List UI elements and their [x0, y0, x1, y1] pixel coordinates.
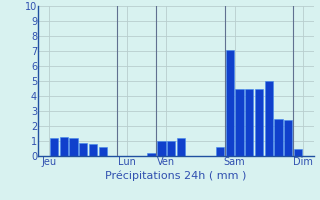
Bar [89, 144, 97, 156]
Bar [274, 118, 283, 156]
Bar [69, 138, 78, 156]
X-axis label: Précipitations 24h ( mm ): Précipitations 24h ( mm ) [105, 170, 247, 181]
Bar [255, 88, 263, 156]
Bar [148, 153, 156, 156]
Bar [50, 138, 58, 156]
Bar [235, 88, 244, 156]
Bar [167, 141, 175, 156]
Bar [157, 141, 165, 156]
Bar [79, 142, 87, 156]
Bar [294, 148, 302, 156]
Bar [284, 120, 292, 156]
Bar [99, 147, 107, 156]
Bar [265, 81, 273, 156]
Bar [60, 137, 68, 156]
Bar [245, 88, 253, 156]
Bar [216, 147, 224, 156]
Bar [177, 138, 185, 156]
Bar [226, 49, 234, 156]
